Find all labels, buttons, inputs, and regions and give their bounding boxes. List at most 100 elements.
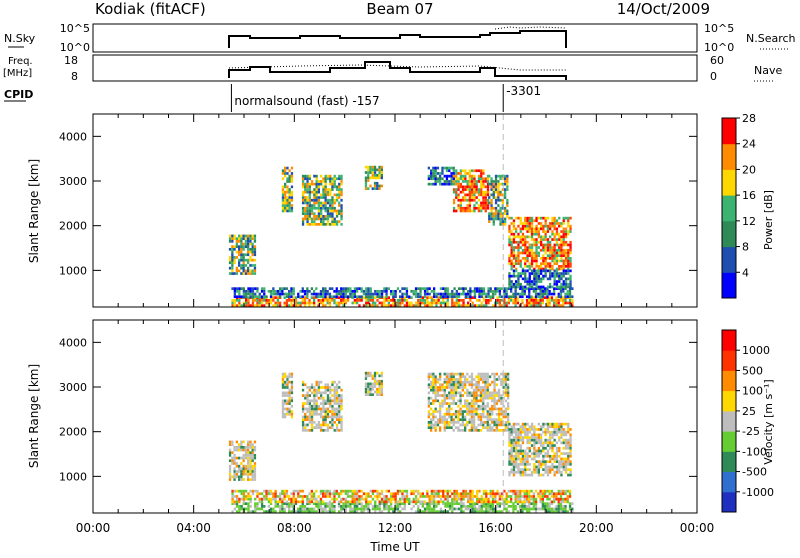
velocity-cell bbox=[351, 497, 354, 501]
velocity-cell bbox=[446, 500, 449, 504]
power-cell bbox=[313, 190, 316, 194]
power-cell bbox=[414, 301, 418, 305]
power-cell bbox=[482, 201, 485, 205]
velocity-cell bbox=[441, 386, 444, 389]
velocity-cell bbox=[457, 492, 461, 496]
power-cell bbox=[290, 290, 293, 293]
power-cell bbox=[253, 234, 257, 238]
velocity-cell bbox=[414, 497, 418, 501]
velocity-cell bbox=[326, 429, 330, 432]
velocity-cell bbox=[451, 497, 454, 501]
power-cell bbox=[549, 269, 552, 273]
velocity-cell bbox=[430, 388, 433, 392]
radar-title: Kodiak (fitACF) bbox=[95, 0, 206, 18]
power-cell bbox=[279, 290, 282, 293]
power-cell bbox=[560, 243, 563, 247]
velocity-cell bbox=[457, 421, 460, 424]
power-cell bbox=[235, 304, 239, 307]
velocity-cell bbox=[333, 396, 336, 400]
velocity-cell bbox=[525, 497, 529, 501]
power-cell bbox=[315, 215, 318, 218]
power-cell bbox=[276, 296, 279, 299]
velocity-cell bbox=[507, 391, 510, 395]
velocity-cell bbox=[497, 415, 501, 419]
freq-left-tick-bottom: 8 bbox=[71, 70, 78, 83]
colorbar-swatch bbox=[722, 390, 736, 412]
power-cell bbox=[249, 250, 252, 254]
velocity-cell bbox=[493, 418, 496, 421]
power-cell bbox=[313, 301, 316, 305]
velocity-cell bbox=[508, 460, 511, 463]
power-cell bbox=[249, 256, 252, 259]
velocity-cell bbox=[510, 438, 513, 442]
power-cell bbox=[558, 243, 561, 247]
power-cell bbox=[430, 174, 433, 178]
power-cell bbox=[523, 290, 526, 293]
velocity-cell bbox=[519, 500, 522, 504]
velocity-cell bbox=[486, 391, 489, 395]
power-cell bbox=[272, 299, 275, 302]
power-cell bbox=[506, 185, 509, 189]
power-cell bbox=[367, 301, 370, 305]
power-cell bbox=[290, 287, 293, 290]
power-cell bbox=[535, 259, 538, 263]
power-cell bbox=[466, 188, 469, 191]
velocity-cell bbox=[454, 388, 458, 392]
velocity-cell bbox=[530, 497, 533, 501]
velocity-cell bbox=[564, 460, 568, 463]
velocity-cell bbox=[521, 452, 525, 455]
velocity-cell bbox=[245, 497, 248, 501]
power-cell bbox=[294, 299, 298, 302]
velocity-cell bbox=[326, 399, 330, 403]
velocity-cell bbox=[439, 415, 442, 419]
velocity-cell bbox=[292, 500, 295, 504]
velocity-cell bbox=[445, 412, 449, 416]
power-cell bbox=[510, 280, 513, 283]
velocity-cell bbox=[297, 500, 300, 504]
power-cell bbox=[494, 212, 498, 215]
power-cell bbox=[238, 261, 241, 265]
velocity-cell bbox=[284, 380, 287, 384]
power-cell bbox=[356, 299, 359, 302]
power-cell bbox=[306, 206, 309, 210]
power-cell bbox=[468, 209, 471, 213]
power-cell bbox=[507, 299, 510, 302]
power-cell bbox=[533, 282, 536, 286]
velocity-cell bbox=[521, 502, 524, 505]
velocity-cell bbox=[544, 502, 547, 505]
power-cell bbox=[403, 287, 406, 290]
velocity-cell bbox=[519, 457, 522, 461]
velocity-cell bbox=[228, 440, 232, 444]
velocity-cell bbox=[498, 510, 501, 513]
power-cell bbox=[364, 179, 368, 182]
power-cell bbox=[537, 265, 540, 268]
velocity-cell bbox=[528, 449, 531, 453]
power-cell bbox=[497, 182, 500, 186]
velocity-cell bbox=[253, 478, 257, 481]
power-cell bbox=[274, 301, 277, 305]
velocity-cell bbox=[517, 438, 520, 442]
power-cell bbox=[228, 272, 232, 275]
velocity-cell bbox=[405, 500, 409, 504]
velocity-cell bbox=[528, 505, 531, 508]
velocity-cell bbox=[549, 422, 552, 426]
power-cell bbox=[335, 295, 338, 299]
velocity-cell bbox=[470, 404, 474, 408]
velocity-cell bbox=[338, 421, 341, 424]
velocity-cell bbox=[294, 489, 298, 493]
power-cell bbox=[569, 259, 572, 263]
power-cell bbox=[290, 299, 293, 302]
velocity-cell bbox=[390, 507, 393, 511]
velocity-cell bbox=[477, 418, 480, 421]
velocity-cell bbox=[331, 497, 334, 501]
power-cell bbox=[301, 206, 305, 210]
power-cell bbox=[238, 301, 241, 305]
velocity-cell bbox=[507, 383, 510, 387]
velocity-cell bbox=[551, 454, 554, 458]
velocity-cell bbox=[508, 438, 511, 442]
velocity-cell bbox=[378, 505, 381, 508]
velocity-cell bbox=[247, 462, 250, 465]
power-cell bbox=[540, 272, 543, 275]
velocity-cell bbox=[365, 497, 368, 501]
power-cell bbox=[482, 172, 485, 175]
